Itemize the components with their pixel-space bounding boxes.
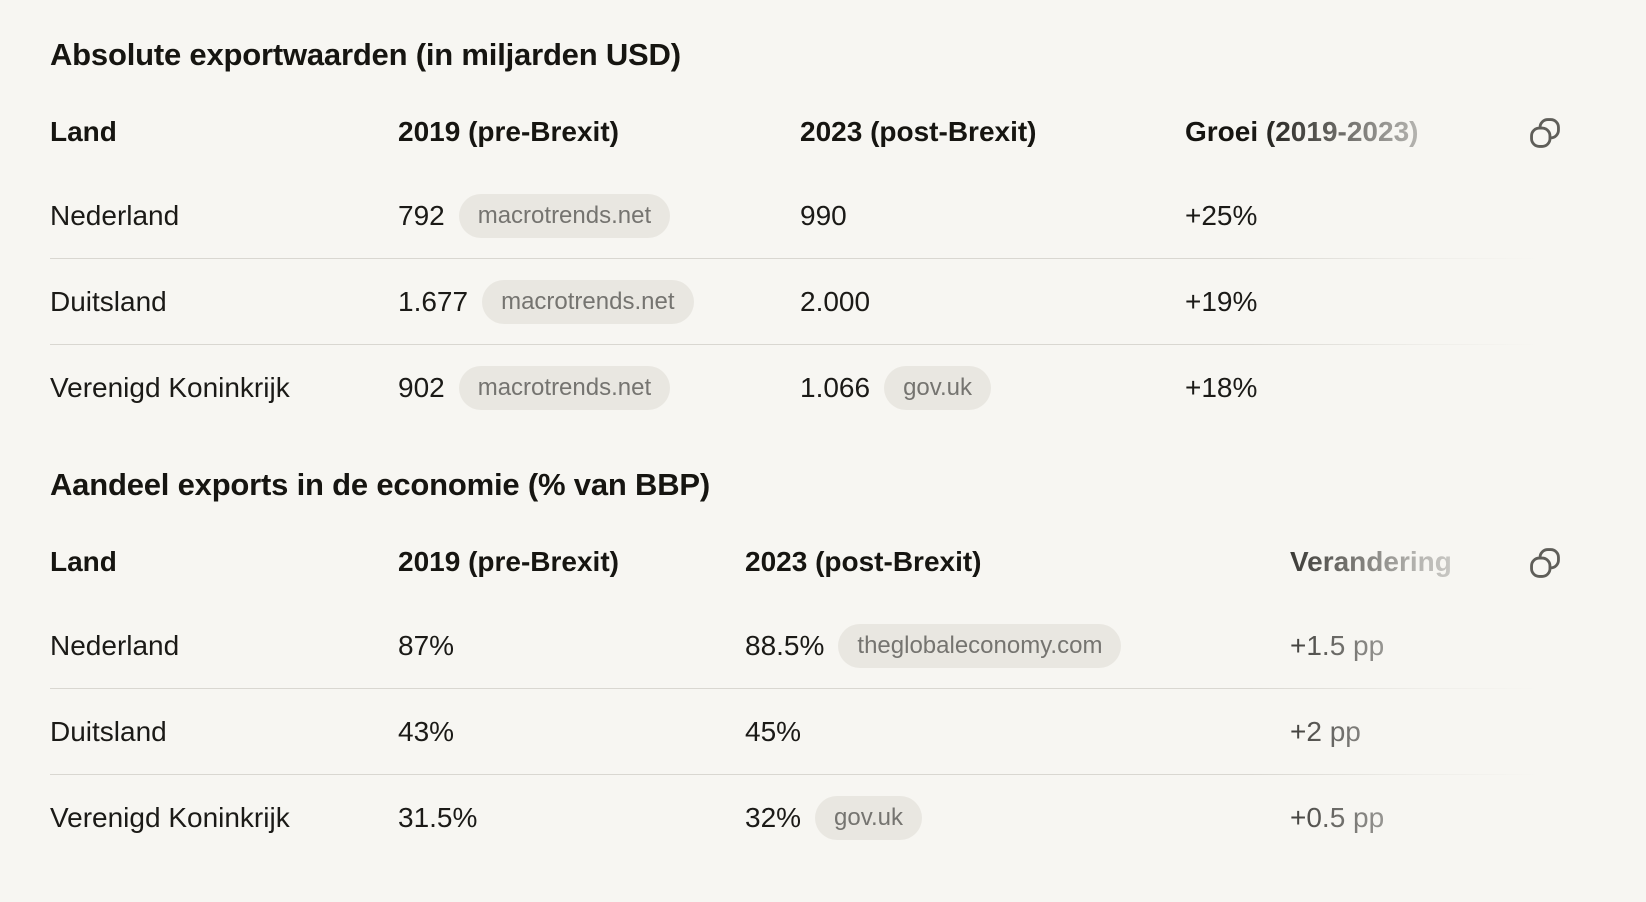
table-section: Absolute exportwaarden (in miljarden USD…	[50, 36, 1646, 431]
column-header: Land	[50, 546, 117, 578]
table-header-row: Land 2019 (pre-Brexit) 2023 (post-Brexit) G…	[50, 91, 1580, 173]
content: Absolute exportwaarden (in miljarden USD…	[0, 36, 1646, 861]
table-cell: 45%	[745, 716, 1290, 748]
cell-value: 45%	[745, 715, 802, 747]
copy-table-button[interactable]	[1526, 113, 1566, 153]
cell-value: 88.5%	[745, 629, 825, 661]
table-cell: 1.677 macrotrends.net	[398, 279, 800, 324]
section-title: Aandeel exports in de economie (% van BB…	[50, 467, 710, 503]
cell-value: +19%	[1185, 285, 1258, 317]
source-pill[interactable]: macrotrends.net	[458, 365, 671, 410]
section-title: Absolute exportwaarden (in miljarden USD…	[50, 37, 681, 72]
table-cell: Duitsland	[50, 716, 398, 748]
table-cell: Duitsland	[50, 286, 398, 318]
table-row: Duitsland 43% 45% +2 pp	[50, 688, 1580, 774]
cell-value: Verenigd Koninkrijk	[50, 371, 290, 403]
table-cell: +19%	[1185, 286, 1580, 318]
header-cell: 2023 (post-Brexit)	[745, 546, 1290, 578]
column-header: Groei (2019-2023)	[1185, 116, 1419, 148]
column-header: 2019 (pre-Brexit)	[398, 546, 619, 578]
source-pill[interactable]: macrotrends.net	[482, 279, 694, 324]
header-cell: Groei (2019-2023)	[1185, 116, 1580, 148]
data-table: Land 2019 (pre-Brexit) 2023 (post-Brexit) V…	[50, 521, 1580, 861]
table-cell: 2.000	[800, 286, 1185, 318]
data-table: Land 2019 (pre-Brexit) 2023 (post-Brexit) G…	[50, 91, 1580, 431]
header-cell: 2023 (post-Brexit)	[800, 116, 1185, 148]
cell-value: +25%	[1185, 199, 1258, 231]
cell-value: 32%	[745, 801, 802, 833]
copy-icon	[1530, 548, 1560, 579]
table-cell: 990	[800, 200, 1185, 232]
column-header: 2023 (post-Brexit)	[745, 546, 982, 578]
header-cell: 2019 (pre-Brexit)	[398, 116, 800, 148]
cell-value: Verenigd Koninkrijk	[50, 801, 290, 833]
table-section: Aandeel exports in de economie (% van BB…	[50, 466, 1646, 861]
cell-value: 2.000	[800, 285, 871, 317]
table-cell: +0.5 pp	[1290, 802, 1580, 834]
table-row: Nederland 87% 88.5% theglobaleconomy.com +1.…	[50, 603, 1580, 688]
cell-value: 990	[800, 199, 847, 231]
table-cell: +25%	[1185, 200, 1580, 232]
column-header: Land	[50, 116, 117, 148]
cell-value: 902	[398, 371, 445, 403]
table-cell: 87%	[398, 630, 745, 662]
cell-value: Duitsland	[50, 715, 167, 747]
table-cell: 31.5%	[398, 802, 745, 834]
cell-value: 31.5%	[398, 801, 478, 833]
table-cell: +2 pp	[1290, 716, 1580, 748]
cell-value: Duitsland	[50, 285, 167, 317]
table-cell: Nederland	[50, 630, 398, 662]
cell-value: 1.677	[398, 285, 469, 317]
cell-value: +2 pp	[1290, 715, 1361, 747]
table-cell: 88.5% theglobaleconomy.com	[745, 623, 1290, 668]
cell-value: +18%	[1185, 371, 1258, 403]
cell-value: Nederland	[50, 629, 180, 661]
table-cell: 792 macrotrends.net	[398, 193, 800, 238]
header-cell: 2019 (pre-Brexit)	[398, 546, 745, 578]
source-pill[interactable]: macrotrends.net	[458, 193, 671, 238]
table-row: Verenigd Koninkrijk 902 macrotrends.net 1.0…	[50, 344, 1580, 430]
cell-value: +1.5 pp	[1290, 629, 1385, 661]
cell-value: +0.5 pp	[1290, 801, 1385, 833]
copy-icon	[1530, 118, 1560, 149]
table-cell: Nederland	[50, 200, 398, 232]
table-header-row: Land 2019 (pre-Brexit) 2023 (post-Brexit) V…	[50, 521, 1580, 603]
table-cell: 1.066 gov.uk	[800, 365, 1185, 410]
table-cell: Verenigd Koninkrijk	[50, 802, 398, 834]
table-row: Verenigd Koninkrijk 31.5% 32% gov.uk +0.5 pp	[50, 774, 1580, 860]
column-header: 2023 (post-Brexit)	[800, 116, 1037, 148]
cell-value: 1.066	[800, 371, 871, 403]
source-pill[interactable]: theglobaleconomy.com	[838, 623, 1122, 668]
cell-value: 87%	[398, 629, 455, 661]
copy-table-button[interactable]	[1526, 543, 1566, 583]
source-pill[interactable]: gov.uk	[815, 795, 922, 840]
cell-value: 792	[398, 199, 445, 231]
cell-value: 43%	[398, 715, 455, 747]
table-cell: Verenigd Koninkrijk	[50, 372, 398, 404]
header-cell: Land	[50, 546, 398, 578]
source-pill[interactable]: gov.uk	[884, 365, 992, 410]
cell-value: Nederland	[50, 199, 180, 231]
table-row: Duitsland 1.677 macrotrends.net 2.000 +19%	[50, 258, 1580, 344]
table-cell: +1.5 pp	[1290, 630, 1580, 662]
table-cell: 43%	[398, 716, 745, 748]
column-header: 2019 (pre-Brexit)	[398, 116, 619, 148]
table-cell: 902 macrotrends.net	[398, 365, 800, 410]
table-cell: 32% gov.uk	[745, 795, 1290, 840]
header-cell: Land	[50, 116, 398, 148]
table-cell: +18%	[1185, 372, 1580, 404]
column-header: Verandering	[1290, 546, 1452, 578]
table-row: Nederland 792 macrotrends.net 990 +25%	[50, 173, 1580, 258]
